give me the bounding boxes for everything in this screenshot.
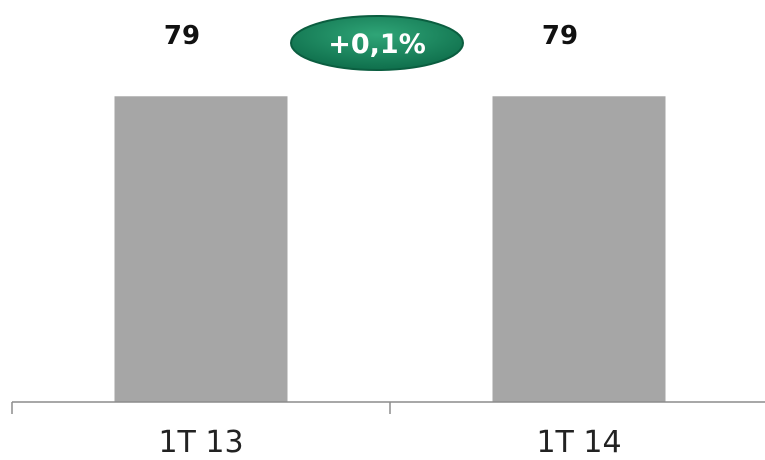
change-badge-shape [290, 15, 464, 71]
x-tick-label-1: 1T 14 [536, 425, 621, 460]
x-tick-labels: 1T 13 1T 14 [158, 425, 621, 460]
bar-0 [114, 96, 288, 403]
change-badge: +0,1% [290, 15, 464, 71]
data-label-0: 79 [164, 21, 200, 51]
data-label-1: 79 [542, 21, 578, 51]
bars-group [114, 96, 666, 403]
data-labels-group: 79 79 [164, 21, 578, 51]
change-badge-text: +0,1% [328, 29, 426, 60]
x-tick-label-0: 1T 13 [158, 425, 243, 460]
bar-1 [492, 96, 666, 403]
x-axis-ticks [11, 402, 391, 414]
